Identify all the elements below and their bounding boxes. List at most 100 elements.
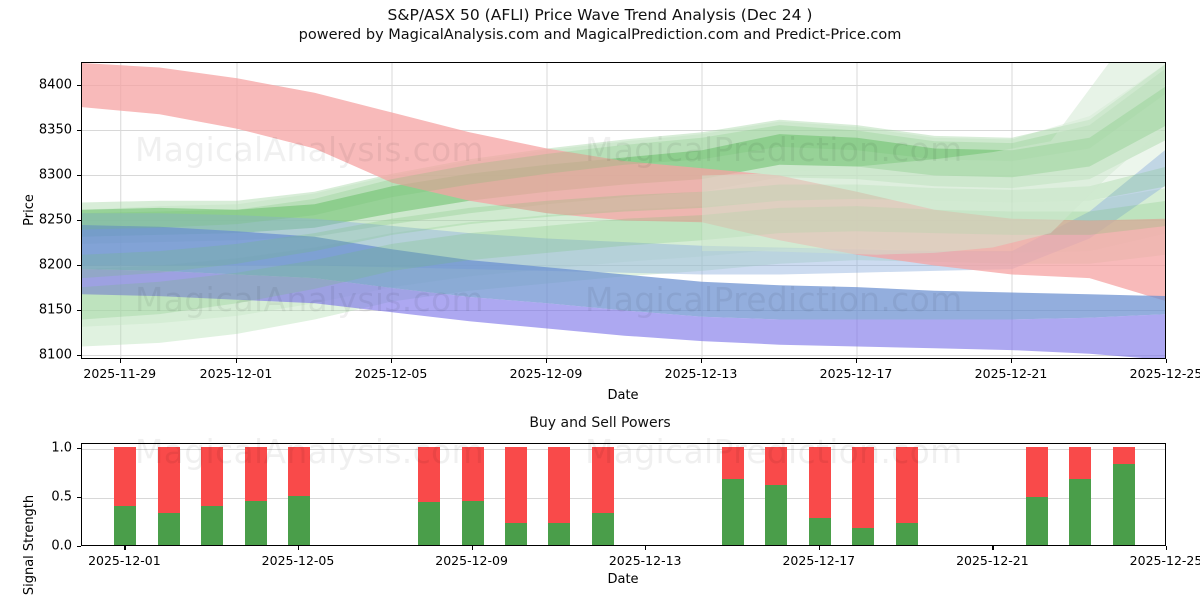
price-band-lower-purple-band: [82, 269, 1165, 358]
bar-xtick-mark: [471, 546, 473, 550]
price-chart-panel: [81, 62, 1166, 359]
bar-segment-sell: [895, 446, 918, 524]
bar-segment-buy: [852, 528, 875, 545]
price-xtick-mark: [119, 359, 121, 363]
bar-segment-buy: [505, 523, 527, 545]
bar-segment-buy: [591, 512, 614, 545]
bar-segment-buy: [1112, 463, 1135, 545]
price-xtick-label: 2025-12-25: [1129, 366, 1200, 381]
bar-column[interactable]: [244, 444, 267, 545]
price-xtick-mark: [1011, 359, 1013, 363]
bar-column[interactable]: [1112, 444, 1135, 545]
bar-ytick-label: 0.5: [51, 489, 72, 505]
bar-segment-buy: [461, 500, 484, 545]
price-ytick-mark: [77, 129, 81, 131]
page-title: S&P/ASX 50 (AFLI) Price Wave Trend Analy…: [387, 6, 813, 24]
bar-column[interactable]: [114, 444, 137, 545]
bar-segment-buy: [418, 501, 441, 545]
price-xtick-mark: [236, 359, 238, 363]
bar-xtick-mark: [818, 546, 820, 550]
price-ytick-mark: [77, 354, 81, 356]
bar-column[interactable]: [895, 444, 918, 545]
bar-xaxis-label: Date: [607, 572, 639, 587]
price-xtick-label: 2025-12-05: [354, 366, 428, 381]
bar-xtick-label: 2025-12-05: [261, 553, 335, 568]
bar-segment-sell: [418, 446, 441, 502]
page-subtitle: powered by MagicalAnalysis.com and Magic…: [298, 27, 902, 43]
price-ytick-label: 8250: [38, 212, 72, 227]
price-xtick-mark: [1166, 359, 1168, 363]
bar-xtick-label: 2025-12-09: [435, 553, 508, 568]
bar-segment-buy: [288, 495, 310, 545]
price-wave-bands: [82, 63, 1165, 358]
price-band-striation: [82, 68, 1165, 230]
bar-segment-sell: [114, 446, 137, 506]
bar-segment-sell: [765, 446, 788, 486]
bar-xtick-mark: [645, 546, 647, 550]
bar-segment-sell: [852, 446, 875, 529]
bar-xtick-mark: [124, 546, 126, 550]
bar-segment-buy: [201, 505, 224, 545]
bar-column[interactable]: [201, 444, 224, 545]
bar-column[interactable]: [157, 444, 180, 545]
bar-segment-sell: [1025, 446, 1048, 497]
bar-column[interactable]: [505, 444, 527, 545]
bar-segment-sell: [722, 446, 744, 480]
price-ytick-mark: [77, 174, 81, 176]
bar-column[interactable]: [722, 444, 744, 545]
bar-column[interactable]: [808, 444, 831, 545]
bar-column[interactable]: [852, 444, 875, 545]
price-ytick-label: 8100: [38, 347, 72, 362]
bar-segment-sell: [548, 446, 571, 524]
bar-segment-sell: [505, 446, 527, 524]
bar-segment-buy: [808, 517, 831, 545]
price-xaxis-label: Date: [607, 388, 639, 403]
price-ytick-mark: [77, 219, 81, 221]
price-xtick-label: 2025-12-09: [509, 366, 583, 381]
price-xtick-mark: [856, 359, 858, 363]
bar-segment-buy: [114, 505, 137, 545]
bar-segment-buy: [244, 500, 267, 545]
bar-column[interactable]: [548, 444, 571, 545]
bar-gridline-h: [82, 497, 1165, 499]
price-xtick-label: 2025-12-17: [819, 366, 893, 381]
price-xtick-label: 2025-12-21: [974, 366, 1048, 381]
bar-column[interactable]: [461, 444, 484, 545]
bar-segment-buy: [895, 523, 918, 545]
price-ytick-label: 8150: [38, 302, 72, 317]
bar-column[interactable]: [591, 444, 614, 545]
bar-column[interactable]: [288, 444, 310, 545]
bar-gridline-h: [82, 448, 1165, 450]
bar-segment-sell: [288, 446, 310, 496]
price-ytick-mark: [77, 309, 81, 311]
bar-segment-buy: [548, 523, 571, 545]
price-xtick-label: 2025-12-13: [664, 366, 738, 381]
bar-segment-sell: [244, 446, 267, 501]
price-xtick-mark: [391, 359, 393, 363]
bar-segment-sell: [1112, 446, 1135, 464]
bar-segment-buy: [1069, 479, 1092, 545]
bar-column[interactable]: [418, 444, 441, 545]
price-ytick-label: 8400: [38, 77, 72, 92]
bar-column[interactable]: [1025, 444, 1048, 545]
price-band-support-blue-band: [82, 225, 1165, 320]
price-ytick-mark: [77, 84, 81, 86]
buy-sell-powers-panel: [81, 443, 1166, 546]
bar-ytick-mark: [77, 447, 81, 450]
bar-segment-sell: [157, 446, 180, 513]
price-xtick-mark: [546, 359, 548, 363]
title-block: S&P/ASX 50 (AFLI) Price Wave Trend Analy…: [0, 5, 1200, 45]
bar-column[interactable]: [765, 444, 788, 545]
bar-column[interactable]: [1069, 444, 1092, 545]
bar-segment-sell: [808, 446, 831, 518]
bar-segment-buy: [765, 485, 788, 545]
price-xtick-label: 2025-11-29: [83, 366, 157, 381]
bar-xtick-label: 2025-12-25: [1129, 553, 1200, 568]
bar-ytick-label: 0.0: [51, 538, 72, 554]
bar-xtick-mark: [1166, 546, 1168, 550]
bar-segment-sell: [1069, 446, 1092, 480]
bar-segment-sell: [461, 446, 484, 501]
bar-xtick-label: 2025-12-17: [782, 553, 856, 568]
bar-ytick-label: 1.0: [51, 440, 72, 456]
